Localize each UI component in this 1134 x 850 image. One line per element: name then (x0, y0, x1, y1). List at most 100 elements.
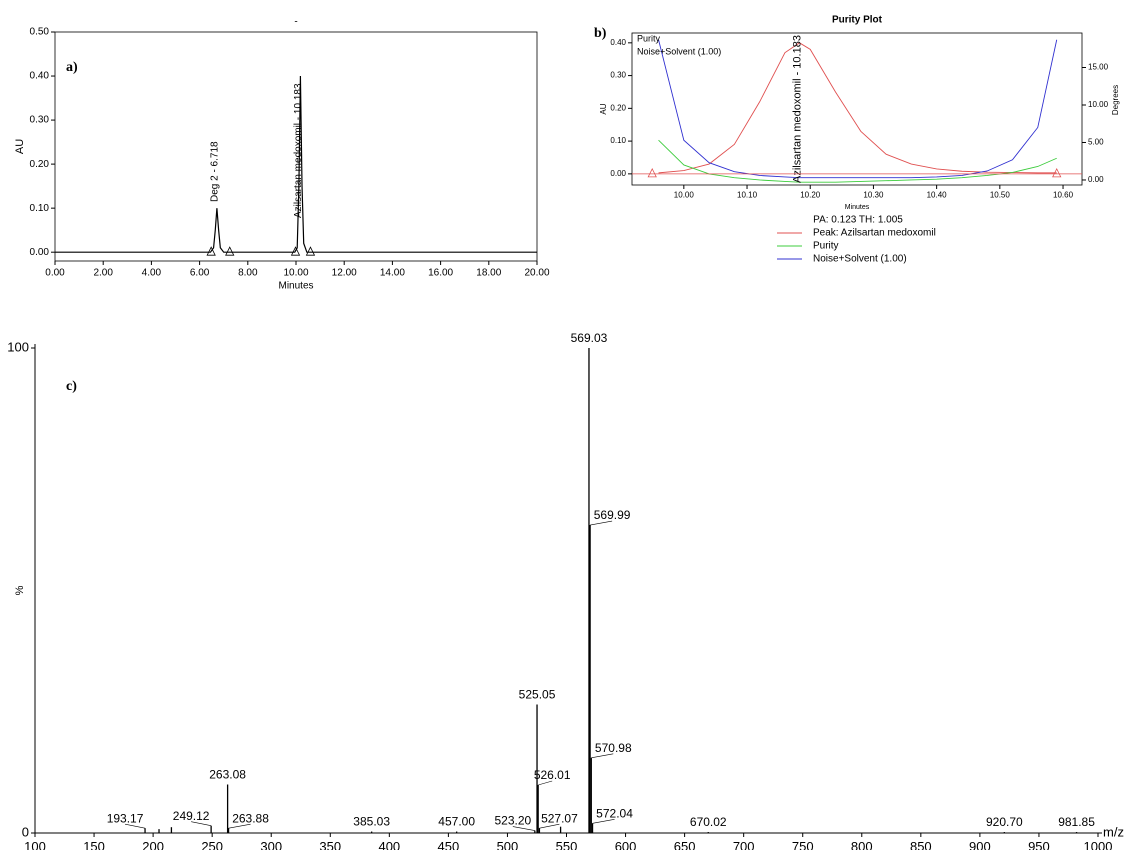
x-tick-label: 700 (733, 839, 755, 850)
y2-tick-label: 0.00 (1088, 175, 1104, 184)
y-tick-label: 0.30 (30, 115, 50, 126)
peak-label: 570.98 (595, 741, 632, 755)
y-axis-label: % (14, 585, 26, 595)
peak-label: 981.85 (1058, 815, 1095, 829)
y2-tick-label: 10.00 (1088, 100, 1109, 109)
x-tick-label: 10.50 (990, 191, 1011, 200)
x-axis-label: m/z (1103, 824, 1124, 839)
x-tick-label: 800 (851, 839, 873, 850)
x-tick-label: 14.00 (380, 268, 405, 279)
x-axis-label: Minutes (278, 281, 313, 292)
peak-label: 385.03 (353, 815, 390, 829)
series-line (658, 139, 1057, 183)
peak-label: 263.08 (209, 768, 246, 782)
x-tick-label: 850 (910, 839, 932, 850)
label-leader (539, 823, 560, 829)
legend-label: Purity (637, 33, 661, 43)
x-tick-label: 18.00 (476, 268, 501, 279)
x-tick-label: 750 (792, 839, 814, 850)
peak-label: 523.20 (494, 814, 531, 828)
peak-label: 457.00 (438, 815, 475, 829)
legend-label: Purity (813, 241, 839, 252)
y-tick-label: 0.30 (610, 71, 626, 80)
x-tick-label: 10.00 (674, 191, 695, 200)
y-tick-label: 0.40 (30, 71, 50, 82)
peak-annotation: Azilsartan medoxomil - 10.183 (791, 35, 803, 183)
label-leader (228, 823, 251, 829)
panel-label: b) (594, 26, 607, 41)
x-tick-label: 350 (319, 839, 341, 850)
y-axis-label: AU (14, 139, 26, 154)
y-tick-label: 0.50 (30, 27, 50, 38)
peak-bound-marker (1052, 167, 1062, 178)
x-tick-label: 4.00 (142, 268, 162, 279)
label-leader (591, 753, 614, 759)
x-tick-label: 600 (615, 839, 637, 850)
series-line (55, 76, 537, 253)
plot-frame (631, 32, 1083, 186)
x-tick-label: 2.00 (93, 268, 113, 279)
label-leader (124, 823, 146, 829)
x-tick-label: 10.00 (283, 268, 308, 279)
peak-label: 569.99 (594, 508, 631, 522)
peak-label: 572.04 (596, 806, 633, 820)
y2-tick-label: 5.00 (1088, 138, 1104, 147)
peak-bound-marker (305, 246, 316, 256)
y-tick-label: 0.00 (30, 247, 50, 258)
peak-label: 263.88 (232, 811, 269, 825)
y-tick-label: 0.40 (610, 38, 626, 47)
label-leader (538, 780, 553, 786)
y-axis-label: AU (599, 103, 608, 114)
x-tick-label: 250 (201, 839, 223, 850)
x-tick-label: 0.00 (45, 268, 65, 279)
x-tick-label: 200 (142, 839, 164, 850)
footer-text: PA: 0.123 TH: 1.005 (813, 215, 903, 226)
peak-label: 527.07 (541, 811, 578, 825)
peak-label: 670.02 (690, 815, 727, 829)
x-tick-label: 10.10 (737, 191, 758, 200)
peak-bound-marker (290, 246, 301, 256)
x-tick-label: 450 (438, 839, 460, 850)
x-tick-label: 150 (83, 839, 105, 850)
y-tick-label: 100 (7, 339, 29, 354)
x-tick-label: 16.00 (428, 268, 453, 279)
x-tick-label: 12.00 (332, 268, 357, 279)
panel-label: c) (66, 379, 77, 394)
panel-label: a) (66, 60, 78, 75)
legend-label: Noise+Solvent (1.00) (813, 254, 907, 265)
y2-tick-label: 15.00 (1088, 63, 1109, 72)
peak-label: 525.05 (519, 688, 556, 702)
x-tick-label: 500 (497, 839, 519, 850)
legend-label: Noise+Solvent (1.00) (637, 46, 721, 56)
chart-title: - (294, 17, 297, 28)
y-tick-label: 0 (22, 824, 29, 839)
peak-label: 249.12 (173, 809, 210, 823)
label-leader (590, 520, 613, 526)
peak-annotation: Deg 2 - 6.718 (210, 141, 221, 202)
peak-label: 193.17 (107, 811, 144, 825)
peak-bound-marker (225, 246, 235, 256)
peak-bound-marker (206, 246, 216, 256)
y-tick-label: 0.10 (30, 203, 50, 214)
x-tick-label: 10.60 (1053, 191, 1074, 200)
x-axis-label: Minutes (845, 204, 870, 211)
y2-axis-label: Degrees (1111, 85, 1120, 115)
chart-title: Purity Plot (832, 15, 883, 26)
peak-label: 526.01 (534, 768, 571, 782)
label-leader (512, 826, 535, 831)
x-tick-label: 1000 (1084, 839, 1113, 850)
series-line (658, 39, 1058, 179)
x-tick-label: 900 (969, 839, 991, 850)
x-tick-label: 6.00 (190, 268, 210, 279)
peak-bound-marker (647, 167, 657, 178)
series-line (658, 42, 1057, 174)
peak-annotation: Azilsartan medoxomil - 10.183 (293, 83, 304, 218)
legend-label: Peak: Azilsartan medoxomil (813, 228, 936, 239)
y-tick-label: 0.10 (610, 136, 626, 145)
x-tick-label: 300 (260, 839, 282, 850)
y-tick-label: 0.20 (610, 103, 626, 112)
x-tick-label: 10.40 (927, 191, 948, 200)
x-tick-label: 950 (1028, 839, 1050, 850)
